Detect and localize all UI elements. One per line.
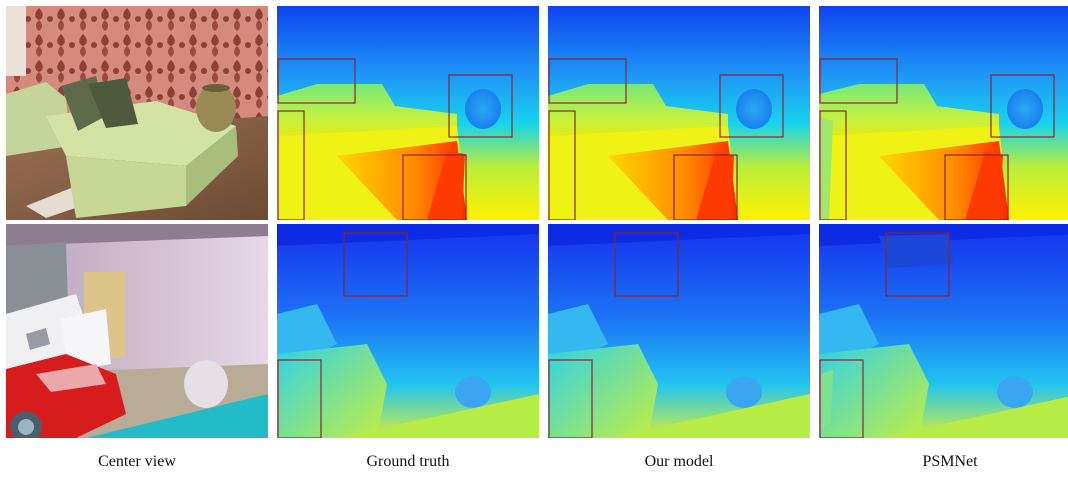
crop-box (277, 110, 305, 220)
crop-box (990, 74, 1055, 138)
crop-box (719, 74, 784, 138)
crop-box (819, 359, 864, 438)
caption-our-model: Our model (644, 453, 714, 470)
crop-box (944, 154, 1009, 220)
crop-box (673, 154, 738, 220)
crop-box (448, 74, 513, 138)
crop-box (277, 359, 322, 438)
psmnet-depth-top (819, 6, 1068, 220)
center-view-image-bottom (6, 224, 268, 438)
crop-box (819, 110, 847, 220)
crop-box (614, 232, 679, 297)
crop-box (548, 359, 593, 438)
crop-box (548, 58, 627, 104)
crop-box (343, 232, 408, 297)
psmnet-depth-bottom (819, 224, 1068, 438)
caption-center-view: Center view (98, 453, 176, 470)
crop-box (885, 232, 950, 297)
caption-ground-truth: Ground truth (366, 453, 450, 470)
caption-psmnet: PSMNet (922, 453, 978, 470)
crop-box (819, 58, 898, 104)
our-model-depth-top (548, 6, 810, 220)
crop-box (277, 58, 356, 104)
ground-truth-depth-bottom (277, 224, 539, 438)
crop-box (548, 110, 576, 220)
our-model-depth-bottom (548, 224, 810, 438)
center-view-image-top (6, 6, 268, 220)
ground-truth-depth-top (277, 6, 539, 220)
crop-box (402, 154, 467, 220)
